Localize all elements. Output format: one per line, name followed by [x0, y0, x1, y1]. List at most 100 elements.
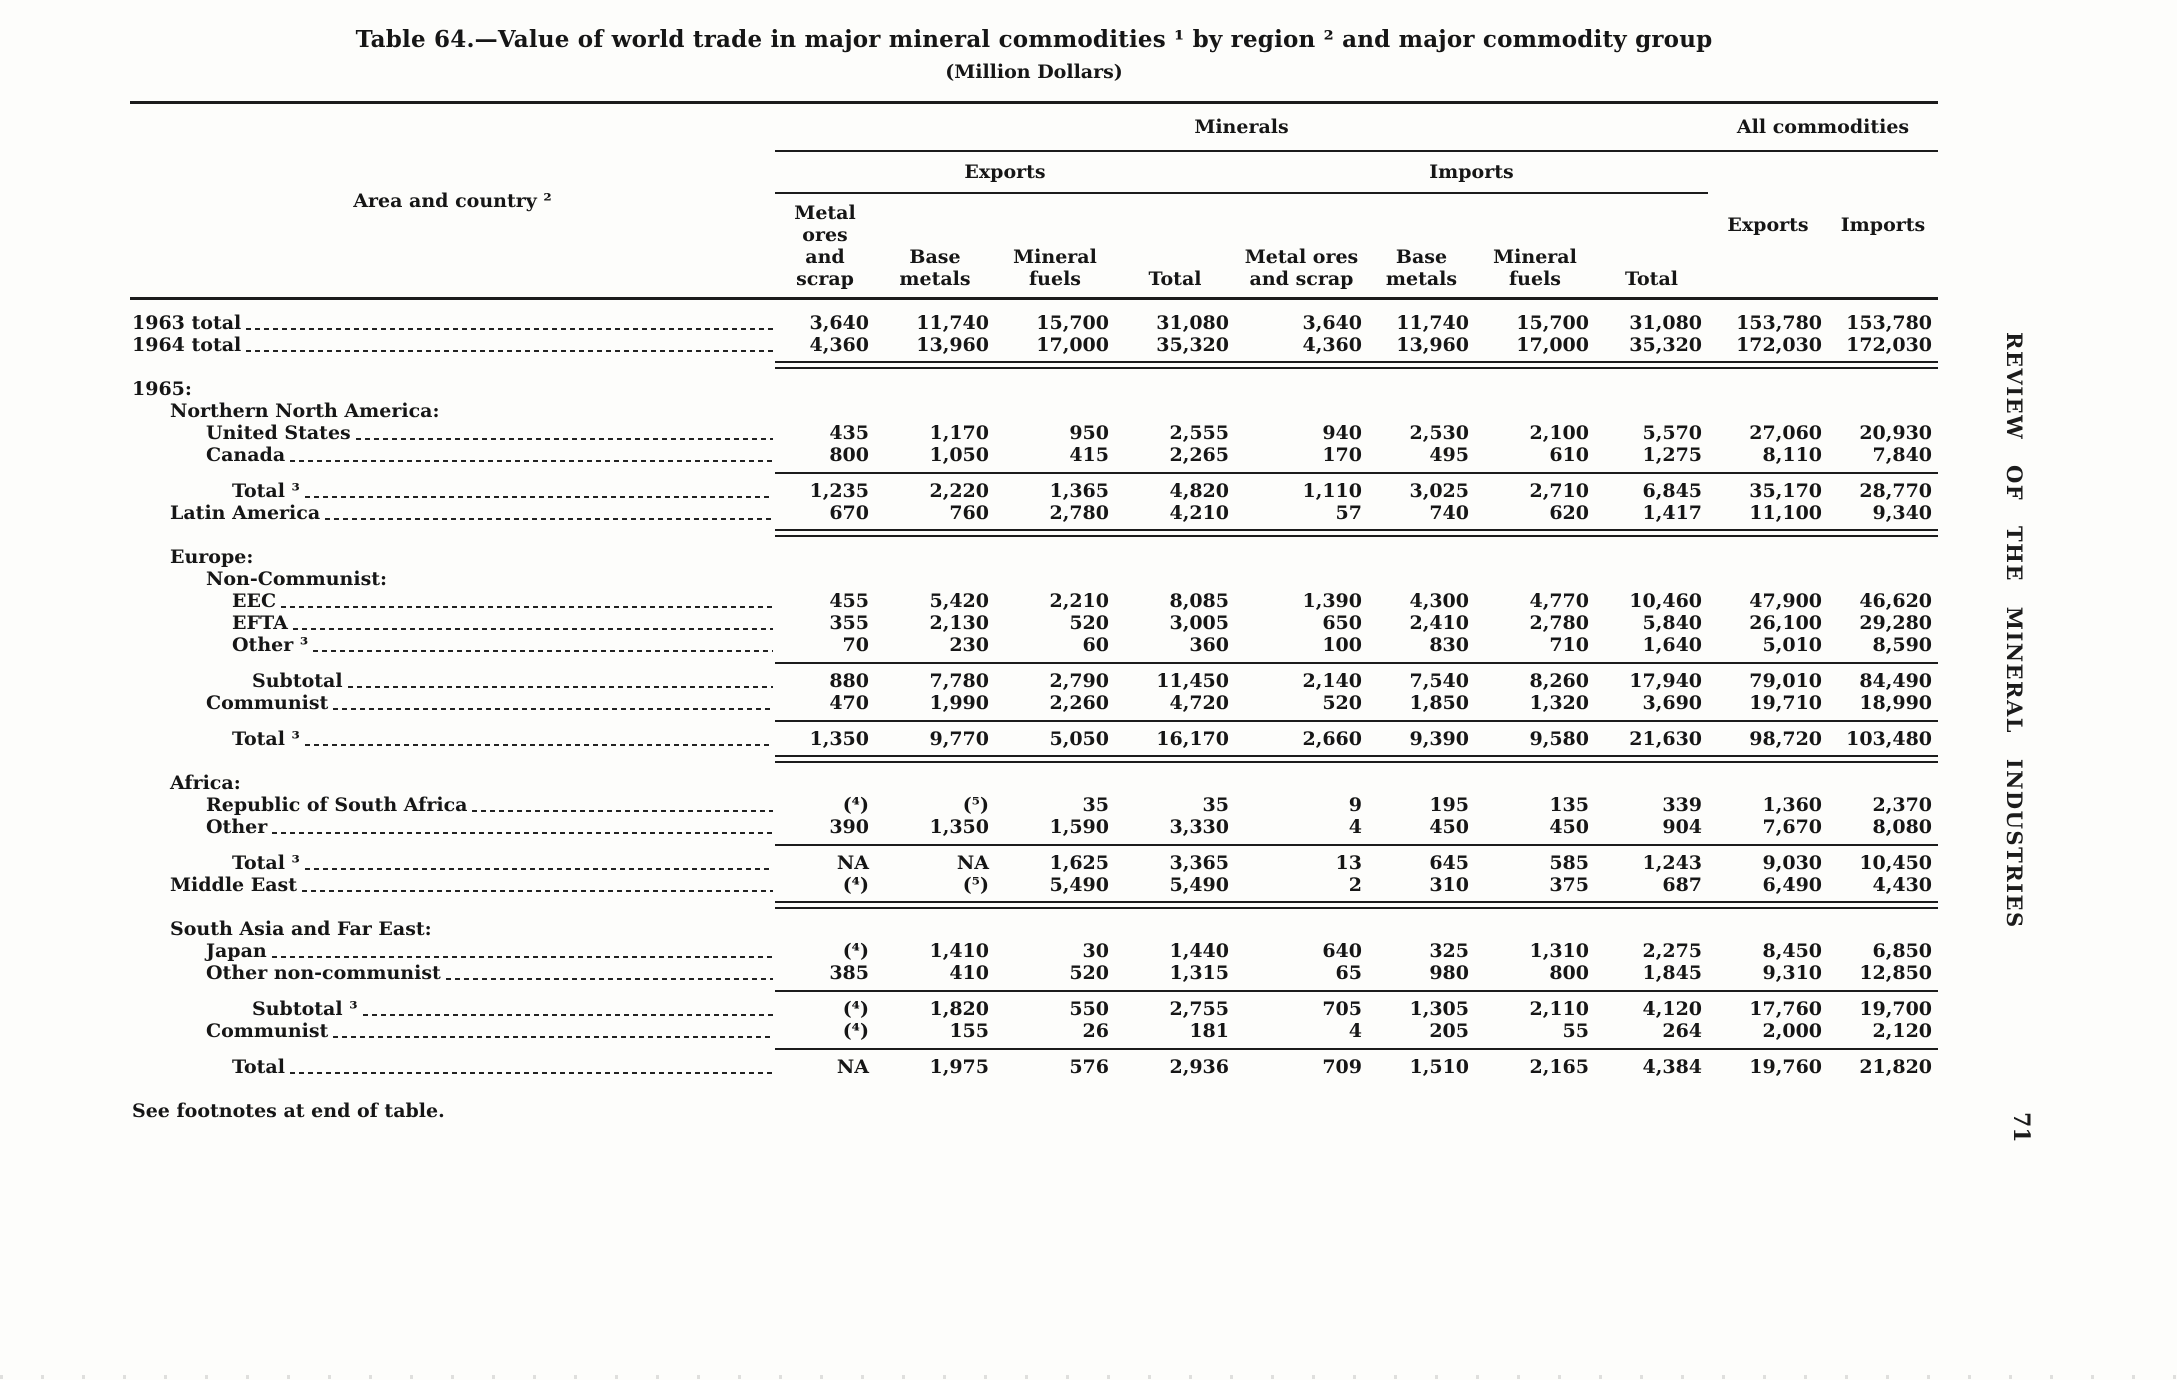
value-cell: 9,030	[1762, 852, 1823, 874]
rule-stub-spacer	[130, 838, 775, 852]
rule-cell	[775, 356, 1939, 378]
row-label: Subtotal ³	[252, 998, 358, 1020]
single-rule	[775, 472, 1939, 474]
value-cell: 470	[829, 692, 869, 714]
single-rule	[775, 1048, 1939, 1050]
exports-subgroup-header: Exports	[775, 151, 1235, 194]
value-cell	[1708, 772, 1828, 794]
value-cell: 645	[1429, 852, 1469, 874]
value-cell: 2,100	[1529, 422, 1590, 444]
col-header-base-metals-imports: Base metals	[1368, 193, 1475, 300]
value-cell: 4,820	[1169, 480, 1230, 502]
value-cell: 55	[1562, 1020, 1589, 1042]
value-cell: 3,365	[1169, 852, 1230, 874]
rule-cell	[775, 466, 1939, 480]
row-label-cell: EEC	[130, 590, 775, 612]
value-cell	[1828, 400, 1938, 422]
single-rule	[775, 990, 1939, 992]
value-cell: NA	[836, 852, 869, 874]
value-cell: 11,450	[1156, 670, 1229, 692]
value-cell: 2,120	[1872, 1020, 1933, 1042]
value-cell: 2	[1348, 874, 1362, 896]
value-cell: 375	[1549, 874, 1589, 896]
value-cell: 620	[1549, 502, 1589, 524]
value-cell	[995, 918, 1115, 940]
value-cell	[1708, 546, 1828, 568]
value-cell: 4,300	[1409, 590, 1470, 612]
value-cell: 181	[1189, 1020, 1229, 1042]
value-cell	[1475, 568, 1595, 590]
double-rule	[775, 901, 1939, 909]
rule-cell	[775, 750, 1939, 772]
value-cell	[1595, 378, 1708, 400]
leader-dashes	[325, 518, 773, 520]
value-cell: 19,710	[1749, 692, 1823, 714]
row-label: Africa:	[170, 772, 241, 794]
value-cell: 1,820	[929, 998, 990, 1020]
value-cell: (⁵)	[962, 794, 989, 816]
leader-dashes	[292, 628, 773, 630]
rule-cell	[775, 656, 1939, 670]
value-cell: 10,460	[1629, 590, 1703, 612]
value-cell: 8,110	[1762, 444, 1823, 466]
leader-dashes	[313, 650, 773, 652]
value-cell: 172,030	[1846, 334, 1933, 356]
value-cell: 7,540	[1409, 670, 1470, 692]
table-row: Total ³ 1,235 2,220 1,365 4,820 1,110 3,025 2,7…	[130, 480, 1938, 502]
leader-dashes	[445, 978, 773, 980]
value-cell: 2,000	[1762, 1020, 1823, 1042]
value-cell: 8,590	[1872, 634, 1933, 656]
value-cell: 2,260	[1049, 692, 1110, 714]
value-cell: 9	[1348, 794, 1362, 816]
row-label: South Asia and Far East:	[170, 918, 432, 940]
value-cell: 2,275	[1642, 940, 1703, 962]
value-cell: 100	[1322, 634, 1362, 656]
row-label-cell: Other	[130, 816, 775, 838]
value-cell: NA	[836, 1056, 869, 1078]
value-cell	[1828, 918, 1938, 940]
value-cell	[1235, 546, 1368, 568]
rule-cell	[775, 524, 1939, 546]
section-row: 1965:	[130, 378, 1938, 400]
value-cell: 65	[1335, 962, 1362, 984]
rule-stub-spacer	[130, 524, 775, 546]
value-cell	[1115, 918, 1235, 940]
col-header-total-imports: Total	[1595, 193, 1709, 300]
value-cell: 30	[1082, 940, 1109, 962]
leader-dashes	[362, 1014, 773, 1016]
value-cell: 57	[1335, 502, 1362, 524]
value-cell: 155	[949, 1020, 989, 1042]
value-cell: 710	[1549, 634, 1589, 656]
rule-stub-spacer	[130, 656, 775, 670]
row-label: 1963 total	[132, 312, 242, 334]
leader-dashes	[304, 868, 773, 870]
leader-dashes	[347, 686, 773, 688]
value-cell: 385	[829, 962, 869, 984]
value-cell: 2,410	[1409, 612, 1470, 634]
value-cell: 687	[1662, 874, 1703, 896]
value-cell	[1595, 546, 1708, 568]
leader-dashes	[333, 1036, 773, 1038]
value-cell: 2,660	[1302, 728, 1363, 750]
value-cell: 10,450	[1859, 852, 1933, 874]
table-subtitle: (Million Dollars)	[945, 61, 1123, 83]
value-cell: 4,770	[1529, 590, 1590, 612]
value-cell: 135	[1549, 794, 1589, 816]
row-label-cell: 1964 total	[130, 334, 775, 356]
table-header: Area and country ² Minerals All commodit…	[130, 101, 1939, 300]
title-block: Table 64.—Value of world trade in major …	[130, 0, 1938, 83]
value-cell: 84,490	[1859, 670, 1933, 692]
value-cell: 3,640	[1302, 312, 1363, 334]
value-cell	[875, 400, 995, 422]
value-cell: 2,220	[929, 480, 990, 502]
value-cell: 325	[1429, 940, 1469, 962]
value-cell: 880	[829, 670, 869, 692]
value-cell: 5,490	[1169, 874, 1230, 896]
value-cell: 450	[1429, 816, 1469, 838]
value-cell: 18,990	[1859, 692, 1933, 714]
footnote-text: See footnotes at end of table.	[132, 1100, 445, 1122]
leader-dashes	[304, 744, 773, 746]
value-cell: 950	[1069, 422, 1109, 444]
value-cell: 1,275	[1642, 444, 1703, 466]
value-cell: 172,030	[1736, 334, 1823, 356]
